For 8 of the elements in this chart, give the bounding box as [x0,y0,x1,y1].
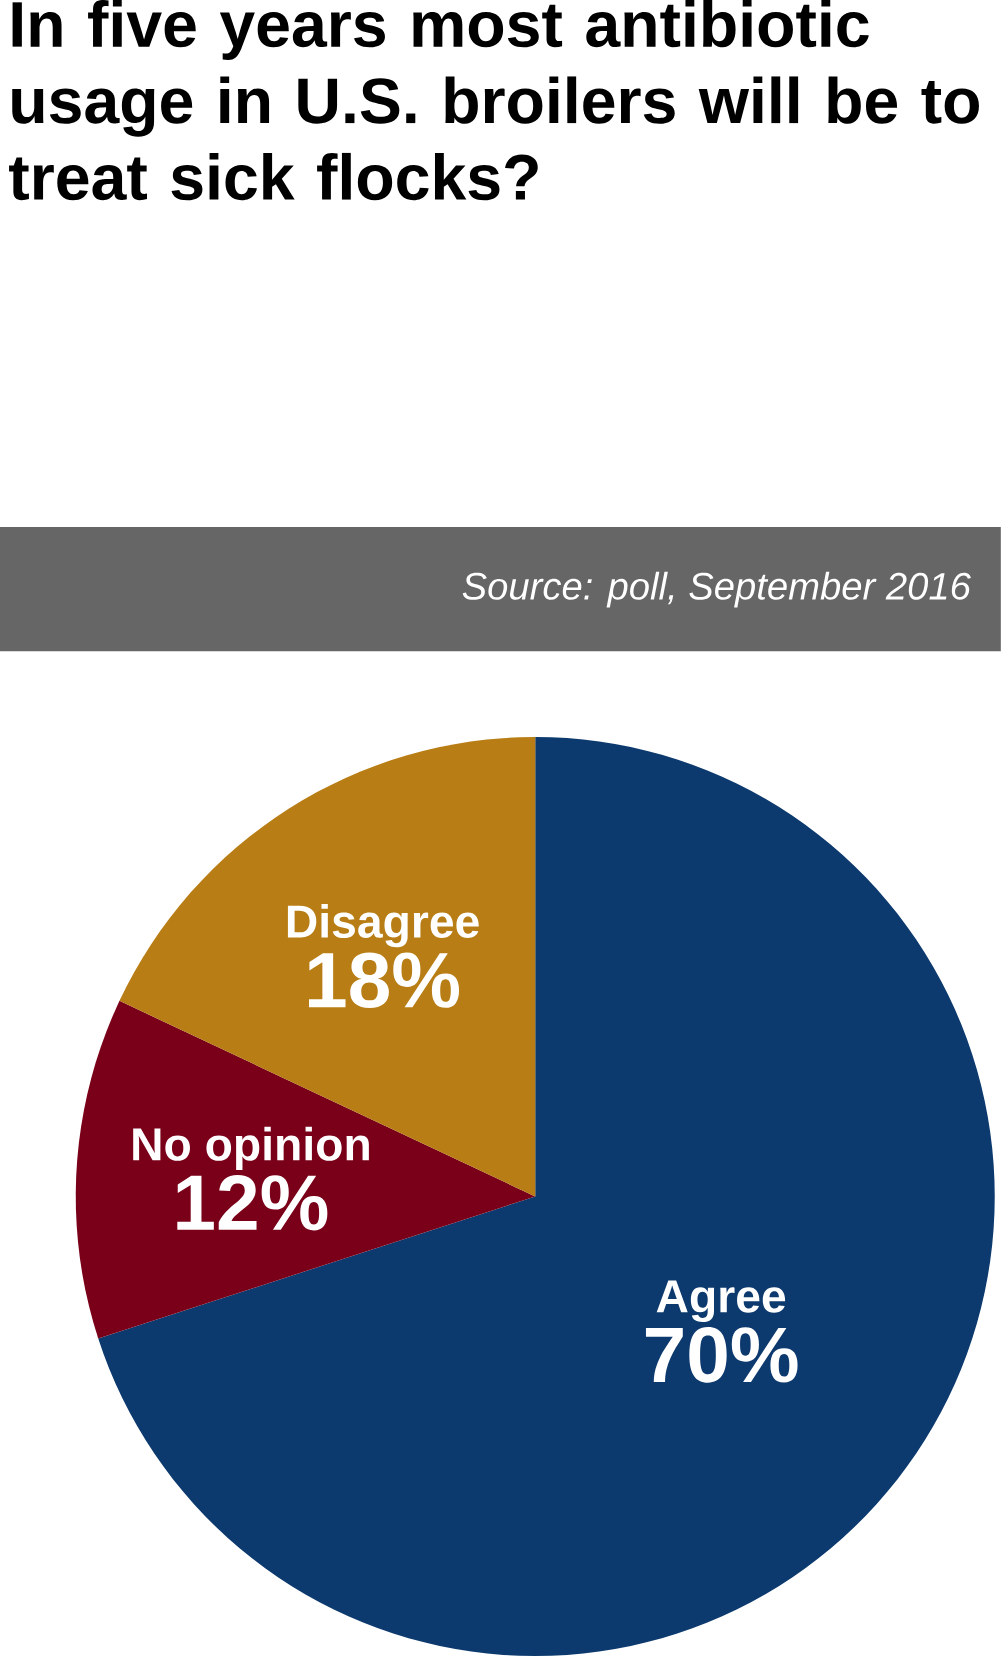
slice-label: No opinion [133,1126,369,1170]
data-label: 12% [177,1175,328,1231]
data-label: 70% [646,1327,798,1383]
chart-title: In five years most antibiotic usage in U.S. broilers will be to treat sick flocks? [9,0,980,201]
slice-label: Disagree [288,903,479,948]
slice-label: Agree [656,1280,786,1323]
source-note: Source: poll, September 2016 [462,571,972,608]
data-label: 18% [309,952,460,1008]
